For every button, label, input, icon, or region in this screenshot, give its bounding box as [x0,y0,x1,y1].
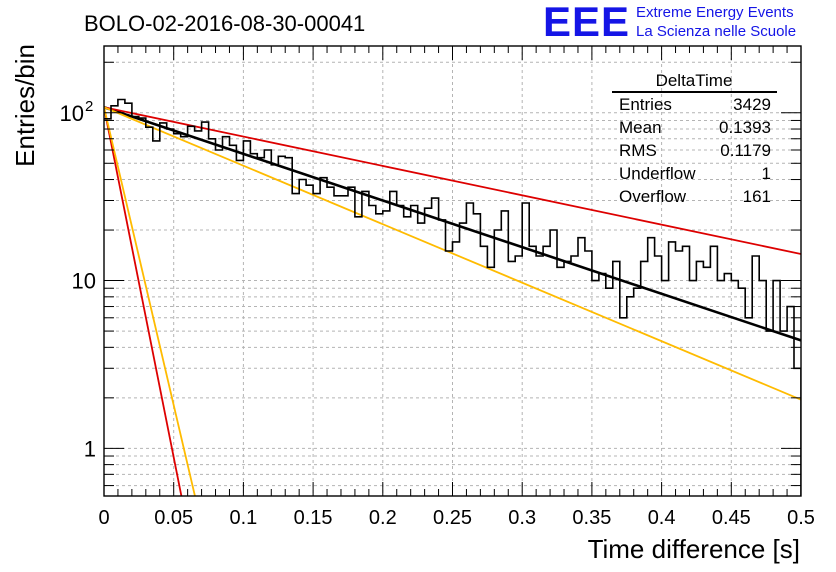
x-tick-label: 0.15 [294,507,333,529]
logo-line-2: La Scienza nelle Scuole [636,23,797,40]
histogram-bars [104,98,801,496]
x-tick-label: 0.35 [572,507,611,529]
x-tick-label: 0.1 [229,507,257,529]
x-tick-label: 0.2 [369,507,397,529]
fit-line [104,106,801,401]
stats-value: 161 [743,187,771,206]
y-axis-label: Entries/bin [10,44,40,167]
fit-line [104,106,196,496]
stats-label: RMS [619,141,657,160]
stats-value: 0.1179 [720,141,771,160]
x-tick-label: 0.05 [154,507,193,529]
logo-line-1: Extreme Energy Events [636,4,794,21]
chart-title: BOLO-02-2016-08-30-00041 [84,11,365,36]
stats-label: Entries [619,95,672,114]
x-tick-label: 0.4 [648,507,676,529]
fit-line [104,107,183,496]
x-tick-label: 0.3 [508,507,536,529]
y-tick-label: 1 [84,436,96,461]
y-tick-exponent: 2 [85,98,93,115]
stats-value: 3429 [733,95,771,114]
fit-line [104,105,801,342]
x-tick-label: 0.45 [712,507,751,529]
eee-logo: EEE Extreme Energy Events La Scienza nel… [543,0,833,45]
stats-label: Overflow [619,187,687,206]
stats-label: Underflow [619,164,696,183]
x-tick-label: 0 [98,507,109,529]
y-tick-label: 10 [72,269,96,294]
x-tick-label: 0.5 [787,507,815,529]
stats-value: 0.1393 [719,118,771,137]
stats-box: DeltaTime Entries 3429 Mean 0.1393 RMS 0.1179… [612,71,777,206]
y-tick-label: 10 [60,101,84,126]
stats-title: DeltaTime [656,71,733,90]
x-tick-label: 0.25 [433,507,472,529]
x-axis-label: Time difference [s] [588,534,800,564]
stats-label: Mean [619,118,662,137]
logo-mark: EEE [543,0,631,45]
stats-value: 1 [762,164,771,183]
fit-line [104,106,801,255]
